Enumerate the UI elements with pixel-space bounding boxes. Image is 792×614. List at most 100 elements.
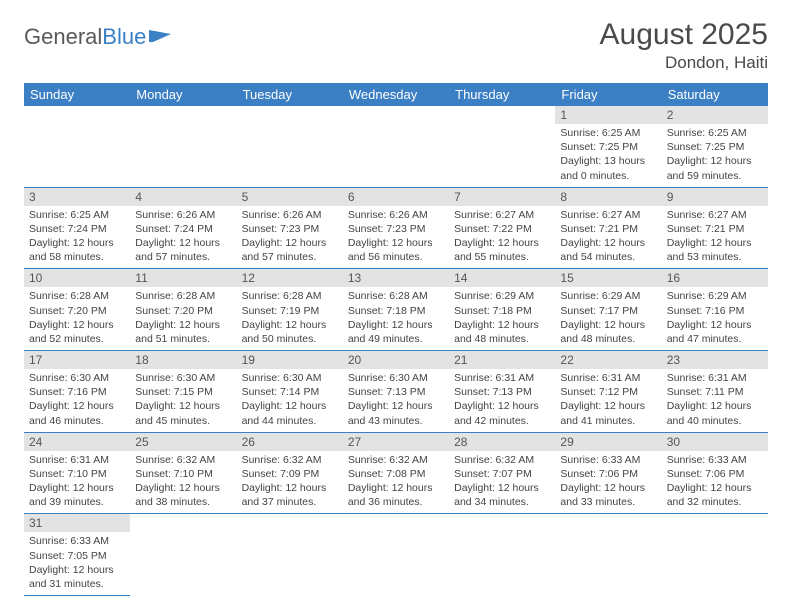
calendar-cell: 27Sunrise: 6:32 AMSunset: 7:08 PMDayligh… [343,432,449,514]
calendar-cell: 24Sunrise: 6:31 AMSunset: 7:10 PMDayligh… [24,432,130,514]
day-details: Sunrise: 6:25 AMSunset: 7:24 PMDaylight:… [24,206,130,269]
logo-text-1: General [24,24,102,50]
day-number: 29 [555,433,661,451]
day-details: Sunrise: 6:30 AMSunset: 7:14 PMDaylight:… [237,369,343,432]
day-header: Saturday [662,83,768,106]
location: Dondon, Haiti [600,53,768,73]
day-details: Sunrise: 6:26 AMSunset: 7:23 PMDaylight:… [237,206,343,269]
calendar-row: 24Sunrise: 6:31 AMSunset: 7:10 PMDayligh… [24,432,768,514]
month-title: August 2025 [600,18,768,51]
day-number: 18 [130,351,236,369]
day-number: 1 [555,106,661,124]
day-details: Sunrise: 6:29 AMSunset: 7:18 PMDaylight:… [449,287,555,350]
day-number: 23 [662,351,768,369]
calendar-cell: 7Sunrise: 6:27 AMSunset: 7:22 PMDaylight… [449,187,555,269]
day-details: Sunrise: 6:31 AMSunset: 7:11 PMDaylight:… [662,369,768,432]
calendar-cell: 1Sunrise: 6:25 AMSunset: 7:25 PMDaylight… [555,106,661,187]
calendar-cell: 8Sunrise: 6:27 AMSunset: 7:21 PMDaylight… [555,187,661,269]
calendar-cell: 19Sunrise: 6:30 AMSunset: 7:14 PMDayligh… [237,351,343,433]
calendar-cell: 26Sunrise: 6:32 AMSunset: 7:09 PMDayligh… [237,432,343,514]
day-number: 28 [449,433,555,451]
calendar-cell: 28Sunrise: 6:32 AMSunset: 7:07 PMDayligh… [449,432,555,514]
calendar-cell [237,106,343,187]
day-details: Sunrise: 6:30 AMSunset: 7:13 PMDaylight:… [343,369,449,432]
calendar-cell: 5Sunrise: 6:26 AMSunset: 7:23 PMDaylight… [237,187,343,269]
day-number: 11 [130,269,236,287]
calendar-table: SundayMondayTuesdayWednesdayThursdayFrid… [24,83,768,596]
day-number: 7 [449,188,555,206]
day-details: Sunrise: 6:28 AMSunset: 7:18 PMDaylight:… [343,287,449,350]
day-details: Sunrise: 6:31 AMSunset: 7:10 PMDaylight:… [24,451,130,514]
calendar-row: 3Sunrise: 6:25 AMSunset: 7:24 PMDaylight… [24,187,768,269]
logo: GeneralBlue [24,18,175,50]
calendar-row: 1Sunrise: 6:25 AMSunset: 7:25 PMDaylight… [24,106,768,187]
day-details: Sunrise: 6:27 AMSunset: 7:21 PMDaylight:… [555,206,661,269]
calendar-cell [343,106,449,187]
calendar-cell: 15Sunrise: 6:29 AMSunset: 7:17 PMDayligh… [555,269,661,351]
day-details: Sunrise: 6:32 AMSunset: 7:09 PMDaylight:… [237,451,343,514]
day-details: Sunrise: 6:30 AMSunset: 7:16 PMDaylight:… [24,369,130,432]
day-details: Sunrise: 6:31 AMSunset: 7:12 PMDaylight:… [555,369,661,432]
day-details: Sunrise: 6:29 AMSunset: 7:17 PMDaylight:… [555,287,661,350]
day-number: 26 [237,433,343,451]
calendar-cell [130,106,236,187]
day-details: Sunrise: 6:31 AMSunset: 7:13 PMDaylight:… [449,369,555,432]
calendar-cell [555,514,661,596]
day-header: Tuesday [237,83,343,106]
day-details: Sunrise: 6:30 AMSunset: 7:15 PMDaylight:… [130,369,236,432]
logo-flag-icon [149,24,175,50]
calendar-cell: 17Sunrise: 6:30 AMSunset: 7:16 PMDayligh… [24,351,130,433]
day-number: 8 [555,188,661,206]
calendar-cell: 11Sunrise: 6:28 AMSunset: 7:20 PMDayligh… [130,269,236,351]
calendar-cell: 2Sunrise: 6:25 AMSunset: 7:25 PMDaylight… [662,106,768,187]
calendar-head: SundayMondayTuesdayWednesdayThursdayFrid… [24,83,768,106]
calendar-cell: 12Sunrise: 6:28 AMSunset: 7:19 PMDayligh… [237,269,343,351]
day-number: 9 [662,188,768,206]
day-number: 30 [662,433,768,451]
day-details: Sunrise: 6:33 AMSunset: 7:05 PMDaylight:… [24,532,130,595]
day-number: 14 [449,269,555,287]
calendar-cell: 14Sunrise: 6:29 AMSunset: 7:18 PMDayligh… [449,269,555,351]
day-details: Sunrise: 6:28 AMSunset: 7:19 PMDaylight:… [237,287,343,350]
day-details: Sunrise: 6:33 AMSunset: 7:06 PMDaylight:… [662,451,768,514]
calendar-cell: 30Sunrise: 6:33 AMSunset: 7:06 PMDayligh… [662,432,768,514]
day-header: Monday [130,83,236,106]
day-number: 31 [24,514,130,532]
day-details: Sunrise: 6:28 AMSunset: 7:20 PMDaylight:… [130,287,236,350]
calendar-body: 1Sunrise: 6:25 AMSunset: 7:25 PMDaylight… [24,106,768,596]
day-number: 12 [237,269,343,287]
calendar-cell: 9Sunrise: 6:27 AMSunset: 7:21 PMDaylight… [662,187,768,269]
day-details: Sunrise: 6:32 AMSunset: 7:10 PMDaylight:… [130,451,236,514]
logo-text-2: Blue [102,24,146,50]
day-number: 25 [130,433,236,451]
calendar-cell: 16Sunrise: 6:29 AMSunset: 7:16 PMDayligh… [662,269,768,351]
day-number: 2 [662,106,768,124]
calendar-cell: 25Sunrise: 6:32 AMSunset: 7:10 PMDayligh… [130,432,236,514]
calendar-cell [130,514,236,596]
day-details: Sunrise: 6:25 AMSunset: 7:25 PMDaylight:… [662,124,768,187]
calendar-cell [662,514,768,596]
calendar-cell: 13Sunrise: 6:28 AMSunset: 7:18 PMDayligh… [343,269,449,351]
day-details: Sunrise: 6:26 AMSunset: 7:24 PMDaylight:… [130,206,236,269]
calendar-cell: 20Sunrise: 6:30 AMSunset: 7:13 PMDayligh… [343,351,449,433]
day-details: Sunrise: 6:32 AMSunset: 7:08 PMDaylight:… [343,451,449,514]
day-number: 4 [130,188,236,206]
day-details: Sunrise: 6:29 AMSunset: 7:16 PMDaylight:… [662,287,768,350]
calendar-cell: 4Sunrise: 6:26 AMSunset: 7:24 PMDaylight… [130,187,236,269]
day-number: 21 [449,351,555,369]
calendar-cell: 3Sunrise: 6:25 AMSunset: 7:24 PMDaylight… [24,187,130,269]
day-header: Thursday [449,83,555,106]
day-number: 19 [237,351,343,369]
day-header: Wednesday [343,83,449,106]
title-block: August 2025 Dondon, Haiti [600,18,768,73]
calendar-cell [449,514,555,596]
day-number: 24 [24,433,130,451]
calendar-cell: 18Sunrise: 6:30 AMSunset: 7:15 PMDayligh… [130,351,236,433]
day-details: Sunrise: 6:27 AMSunset: 7:21 PMDaylight:… [662,206,768,269]
day-details: Sunrise: 6:26 AMSunset: 7:23 PMDaylight:… [343,206,449,269]
day-number: 22 [555,351,661,369]
day-details: Sunrise: 6:33 AMSunset: 7:06 PMDaylight:… [555,451,661,514]
calendar-cell: 6Sunrise: 6:26 AMSunset: 7:23 PMDaylight… [343,187,449,269]
calendar-cell [24,106,130,187]
day-number: 20 [343,351,449,369]
